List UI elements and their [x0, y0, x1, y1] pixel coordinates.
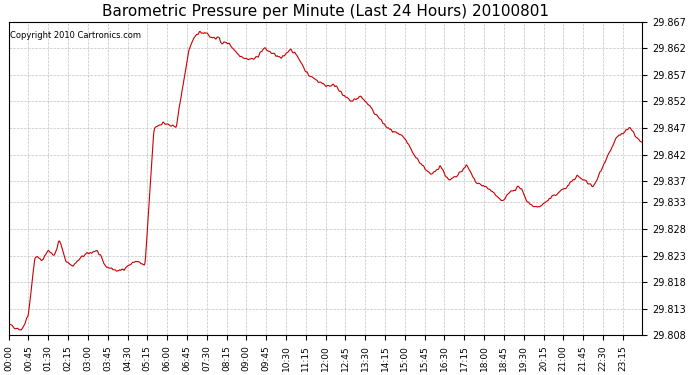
Text: Copyright 2010 Cartronics.com: Copyright 2010 Cartronics.com	[10, 31, 141, 40]
Title: Barometric Pressure per Minute (Last 24 Hours) 20100801: Barometric Pressure per Minute (Last 24 …	[102, 4, 549, 19]
